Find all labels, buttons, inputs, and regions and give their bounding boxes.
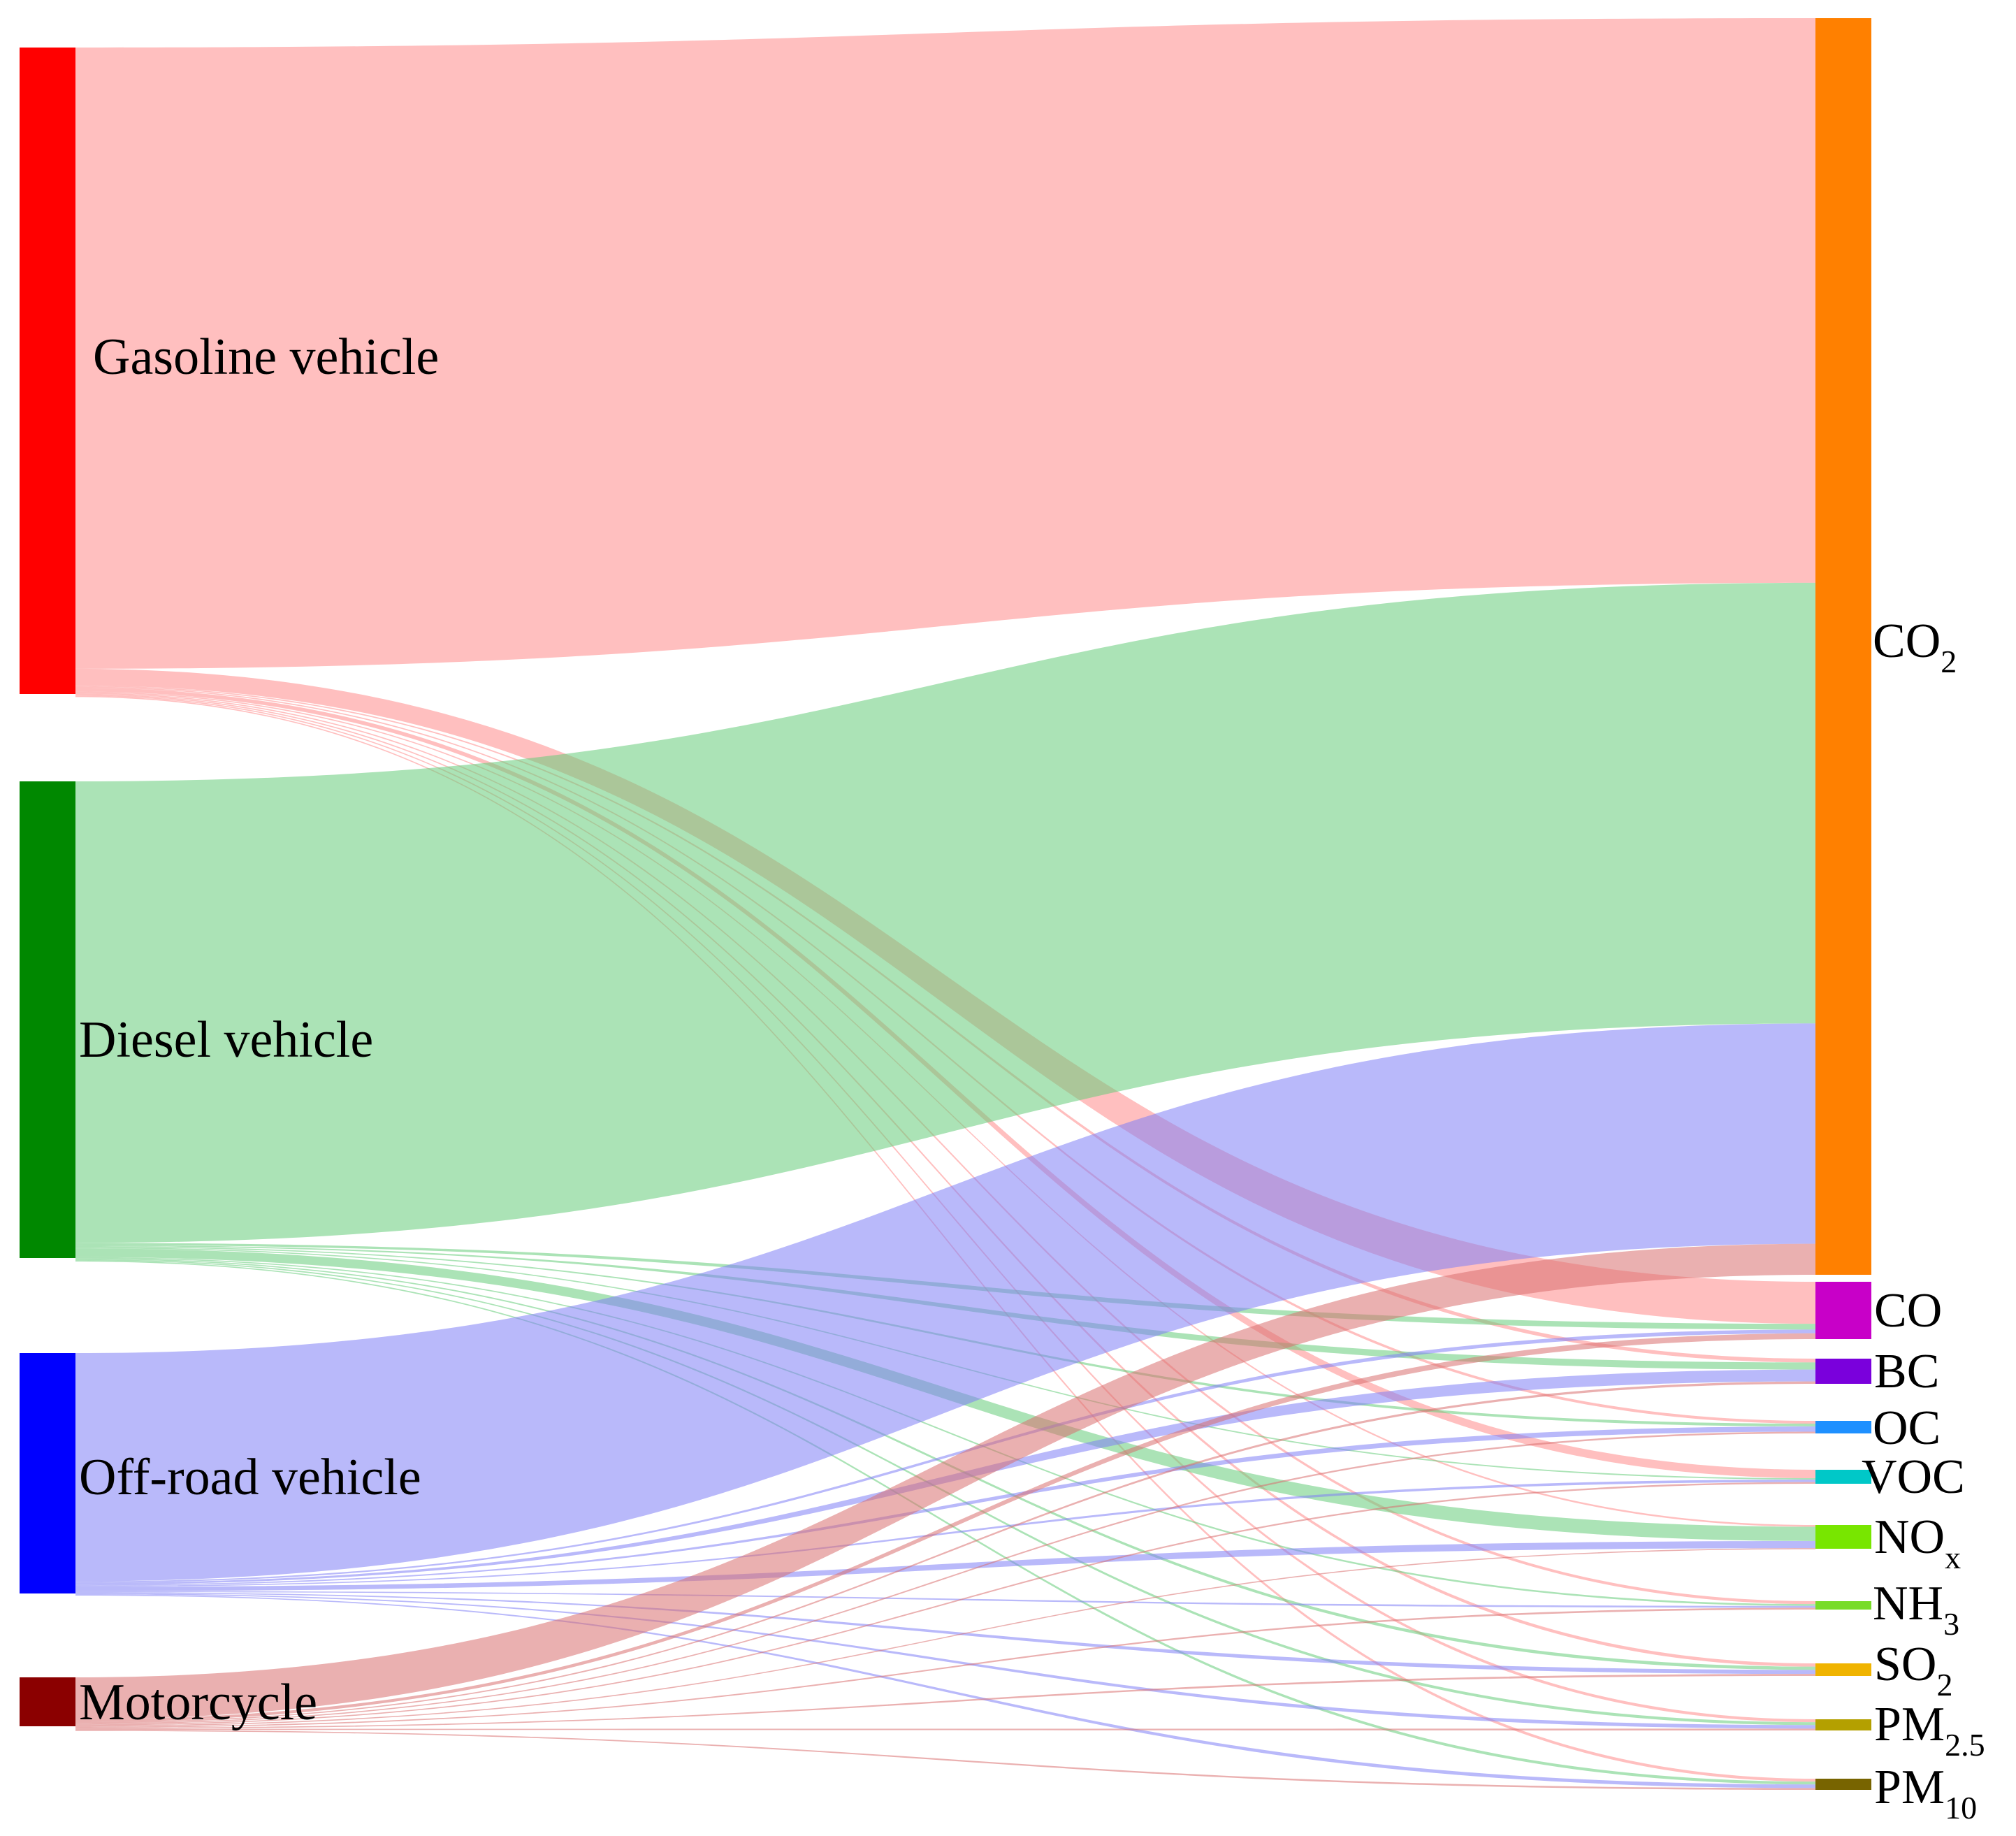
- link-offroad-pm10: [75, 1594, 1815, 1788]
- label-pm10: PM10: [1874, 1761, 1977, 1826]
- label-nh3-main: NH: [1873, 1577, 1943, 1631]
- link-motorcycle-nh3: [75, 1607, 1815, 1728]
- label-diesel: Diesel vehicle: [79, 1011, 373, 1069]
- link-offroad-pm25: [75, 1593, 1815, 1729]
- link-offroad-co2: [75, 1023, 1815, 1582]
- link-diesel-co2: [75, 582, 1815, 1243]
- label-nox-sub: x: [1945, 1540, 1961, 1575]
- label-co2-sub: 2: [1941, 644, 1957, 679]
- link-gasoline-so2: [75, 693, 1815, 1667]
- link-offroad-so2: [75, 1592, 1815, 1675]
- link-motorcycle-pm25: [75, 1728, 1815, 1730]
- link-offroad-nh3: [75, 1591, 1815, 1608]
- link-offroad-oc: [75, 1426, 1815, 1586]
- link-offroad-nox: [75, 1540, 1815, 1591]
- label-pm25: PM2.5: [1874, 1698, 1985, 1763]
- node-co2: [1815, 18, 1871, 1275]
- link-motorcycle-voc: [75, 1482, 1815, 1726]
- node-nox: [1815, 1525, 1871, 1549]
- node-gasoline: [20, 48, 75, 694]
- label-so2-main: SO: [1874, 1638, 1936, 1691]
- node-voc: [1815, 1470, 1871, 1484]
- link-gasoline-co2: [75, 18, 1815, 669]
- label-co2: CO2: [1873, 614, 1957, 679]
- label-nox-main: NO: [1874, 1510, 1945, 1564]
- label-nh3-sub: 3: [1943, 1606, 1959, 1642]
- label-offroad: Off-road vehicle: [79, 1449, 421, 1506]
- link-motorcycle-nox: [75, 1548, 1815, 1727]
- link-offroad-co: [75, 1329, 1815, 1583]
- label-so2-sub: 2: [1936, 1667, 1952, 1703]
- link-offroad-voc: [75, 1479, 1815, 1587]
- node-diesel: [20, 781, 75, 1258]
- node-nh3: [1815, 1601, 1871, 1610]
- link-motorcycle-co: [75, 1333, 1815, 1722]
- node-offroad: [20, 1353, 75, 1593]
- node-co: [1815, 1282, 1871, 1339]
- link-diesel-nh3: [75, 1257, 1815, 1606]
- label-bc: BC: [1874, 1345, 1939, 1398]
- label-so2: SO2: [1874, 1638, 1952, 1703]
- nodes-layer: [20, 18, 1871, 1790]
- link-motorcycle-pm10: [75, 1730, 1815, 1790]
- node-so2: [1815, 1663, 1871, 1676]
- link-motorcycle-bc: [75, 1381, 1815, 1723]
- link-motorcycle-so2: [75, 1674, 1815, 1729]
- link-motorcycle-oc: [75, 1431, 1815, 1725]
- label-nh3: NH3: [1873, 1577, 1959, 1642]
- node-pm10: [1815, 1779, 1871, 1790]
- label-voc: VOC: [1862, 1450, 1965, 1504]
- label-nox: NOx: [1874, 1510, 1961, 1575]
- link-gasoline-nh3: [75, 692, 1815, 1605]
- label-oc: OC: [1873, 1401, 1941, 1455]
- label-gasoline: Gasoline vehicle: [93, 328, 439, 386]
- labels-layer: Gasoline vehicle Diesel vehicle Off-road…: [79, 328, 1985, 1826]
- node-oc: [1815, 1421, 1871, 1433]
- label-pm25-main: PM: [1874, 1698, 1945, 1751]
- node-motorcycle: [20, 1677, 75, 1726]
- label-motorcycle: Motorcycle: [79, 1674, 317, 1731]
- label-pm10-main: PM: [1874, 1761, 1945, 1814]
- link-diesel-pm10: [75, 1260, 1815, 1785]
- node-bc: [1815, 1359, 1871, 1384]
- links-layer: [75, 18, 1815, 1790]
- label-pm25-sub: 2.5: [1945, 1727, 1985, 1763]
- label-co2-main: CO: [1873, 614, 1941, 668]
- label-co: CO: [1874, 1284, 1942, 1338]
- label-pm10-sub: 10: [1945, 1790, 1977, 1826]
- link-motorcycle-co2: [75, 1243, 1815, 1719]
- node-pm25: [1815, 1719, 1871, 1730]
